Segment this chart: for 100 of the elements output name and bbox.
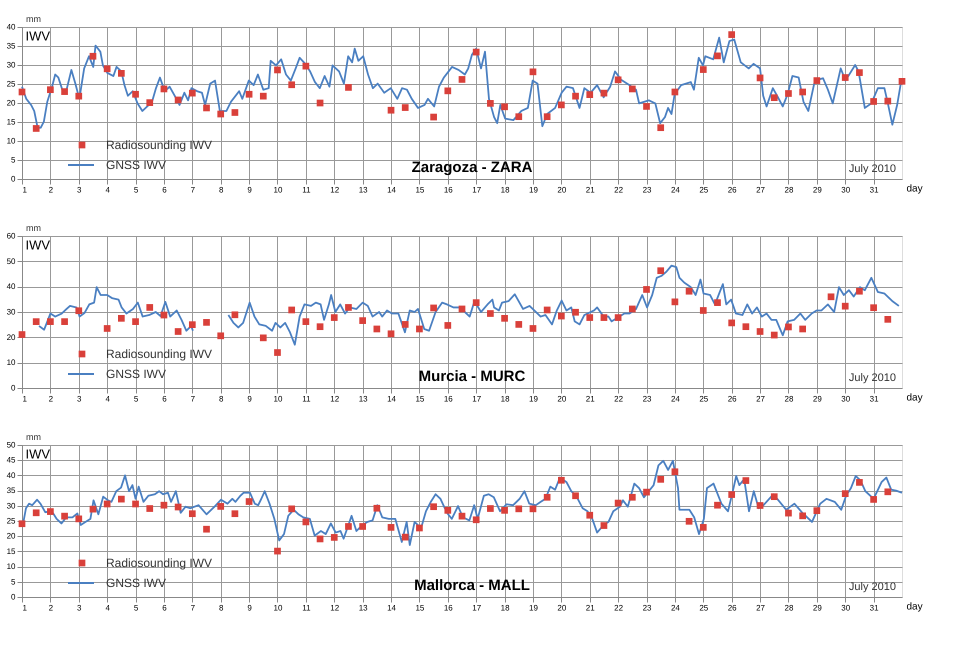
- legend-label: Radiosounding IWV: [106, 556, 212, 570]
- x-tick-label: 13: [358, 394, 368, 404]
- point: [203, 104, 210, 112]
- point: [444, 507, 452, 514]
- point: [884, 488, 892, 496]
- point: [61, 512, 68, 520]
- x-tick-label: 10: [274, 394, 283, 404]
- point: [686, 288, 692, 295]
- x-tick-label: 18: [500, 604, 510, 612]
- x-tick-label: 3: [77, 604, 82, 612]
- point: [842, 490, 849, 497]
- x-tick-label: 28: [784, 186, 794, 194]
- point: [274, 66, 281, 74]
- point: [18, 331, 26, 338]
- x-tick-label: 26: [728, 186, 738, 194]
- point: [756, 502, 764, 509]
- x-tick-label: 29: [812, 604, 822, 612]
- point: [430, 503, 437, 510]
- point: [501, 103, 508, 110]
- y-tick-label: 40: [6, 282, 16, 292]
- x-tick-label: 31: [870, 186, 880, 194]
- x-tick-label: 12: [330, 186, 340, 194]
- point: [672, 298, 678, 306]
- x-tick-label: 25: [699, 394, 709, 404]
- point: [132, 90, 139, 98]
- x-tick-label: 1: [22, 186, 28, 194]
- point: [714, 502, 721, 509]
- point: [672, 468, 678, 476]
- point: [813, 507, 820, 514]
- x-tick-label: 28: [784, 394, 794, 404]
- point: [444, 87, 452, 94]
- point: [515, 321, 522, 328]
- point: [373, 326, 380, 332]
- text: Murcia - MURC: [418, 368, 526, 385]
- point: [203, 526, 210, 533]
- x-tick-label: 5: [134, 604, 139, 612]
- point: [316, 323, 324, 330]
- x-tick-label: 8: [218, 394, 224, 404]
- x-tick-label: 21: [586, 604, 596, 612]
- x-tick-label: 24: [670, 186, 680, 194]
- point: [217, 503, 224, 510]
- y-tick-label: 0: [11, 592, 16, 602]
- y-tick-label: 20: [6, 332, 16, 342]
- point: [188, 321, 196, 328]
- point: [472, 299, 480, 306]
- x-tick-label: 23: [642, 186, 652, 194]
- y-tick-label: 10: [6, 562, 16, 572]
- x-axis-title: day: [906, 602, 923, 612]
- point: [672, 88, 678, 96]
- x-tick-label: 4: [105, 186, 110, 194]
- point: [572, 92, 579, 100]
- point: [90, 506, 96, 512]
- x-tick-label: 22: [614, 394, 624, 404]
- point: [260, 334, 267, 342]
- x-tick-label: 8: [218, 186, 224, 194]
- point: [232, 510, 238, 518]
- legend-label: Radiosounding IWV: [106, 138, 212, 152]
- x-tick-label: 19: [529, 394, 538, 404]
- point: [32, 125, 40, 132]
- point: [530, 505, 536, 512]
- point: [828, 293, 834, 300]
- point: [657, 267, 664, 274]
- point: [572, 308, 579, 316]
- y-tick-label: 15: [6, 118, 16, 126]
- y-tick-label: 60: [6, 232, 16, 240]
- point: [174, 96, 182, 104]
- point: [472, 516, 480, 524]
- point: [770, 493, 778, 500]
- point: [402, 534, 409, 540]
- x-tick-label: 9: [247, 604, 252, 612]
- x-tick-label: 29: [812, 186, 822, 194]
- x-tick-label: 18: [500, 394, 510, 404]
- point: [316, 100, 324, 106]
- point: [870, 304, 877, 312]
- x-tick-label: 22: [614, 186, 624, 194]
- point: [388, 106, 394, 114]
- annotation: July 2010: [848, 163, 896, 175]
- point: [232, 109, 238, 116]
- x-tick-label: 15: [415, 394, 425, 404]
- x-tick-label: 1: [22, 394, 28, 404]
- point: [614, 314, 622, 321]
- point: [728, 31, 736, 38]
- point: [686, 518, 692, 525]
- point: [75, 307, 82, 314]
- point: [32, 318, 40, 325]
- point: [345, 304, 352, 311]
- x-tick-label: 6: [162, 186, 168, 194]
- x-tick-label: 21: [586, 394, 596, 404]
- point: [898, 78, 906, 85]
- y-tick-label: 50: [6, 440, 16, 450]
- point: [487, 100, 494, 107]
- point: [188, 510, 196, 518]
- y-tick-label: 5: [11, 156, 16, 164]
- point: [530, 325, 536, 332]
- legend-label: GNSS IWV: [106, 158, 166, 172]
- point: [487, 505, 494, 512]
- x-tick-label: 27: [756, 604, 766, 612]
- point: [700, 307, 707, 314]
- x-tick-label: 23: [642, 394, 652, 404]
- point: [558, 476, 565, 484]
